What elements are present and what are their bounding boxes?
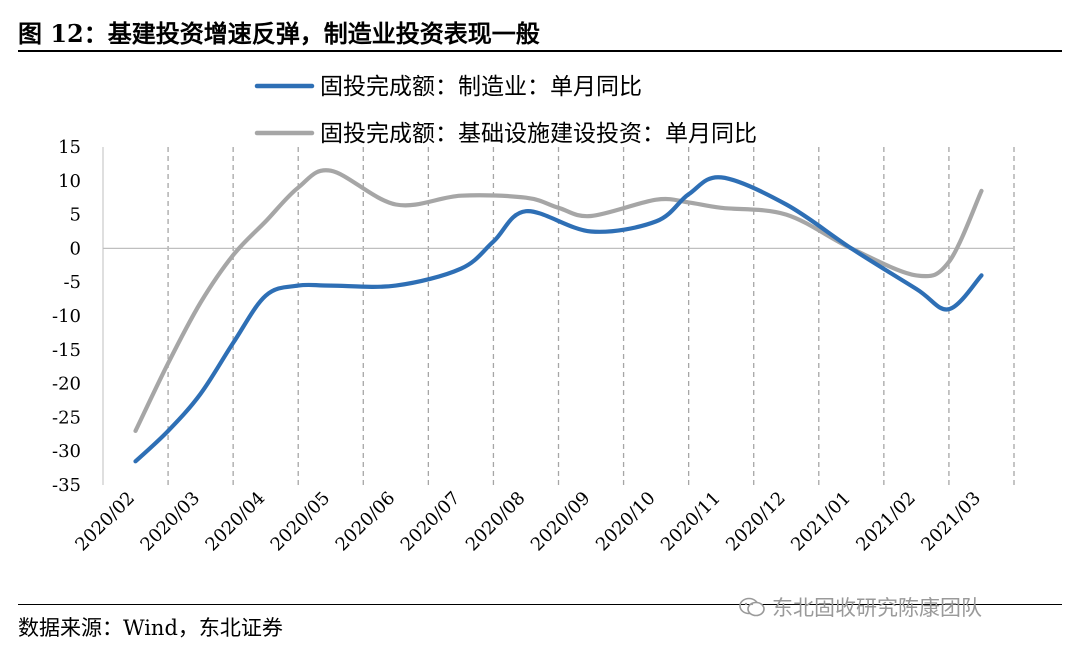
series-line-1 <box>133 175 984 464</box>
watermark-text: 东北固收研究陈康团队 <box>772 596 982 620</box>
watermark: 东北固收研究陈康团队 <box>738 592 982 622</box>
y-tick-label: 10 <box>58 171 81 192</box>
x-tick-label: 2021/03 <box>917 488 985 556</box>
legend-label-2: 固投完成额：基础设施建设投资：单月同比 <box>320 121 757 147</box>
y-tick-label: -15 <box>52 340 81 361</box>
y-tick-label: 15 <box>58 137 81 158</box>
y-tick-label: -5 <box>63 272 81 293</box>
footer-rule <box>18 604 1062 605</box>
x-tick-label: 2020/03 <box>136 488 204 556</box>
wechat-icon <box>739 597 765 617</box>
x-axis-ticks: 2020/022020/032020/042020/052020/062020/… <box>71 488 985 556</box>
grid-lines <box>102 147 1015 485</box>
y-tick-label: -20 <box>52 374 81 395</box>
page-title: 图 12：基建投资增速反弹，制造业投资表现一般 <box>18 19 540 48</box>
x-tick-label: 2020/09 <box>527 488 595 556</box>
x-tick-label: 2021/01 <box>787 488 855 556</box>
x-tick-label: 2020/05 <box>267 488 335 556</box>
y-tick-label: -10 <box>52 306 81 327</box>
y-axis-ticks: 15 10 5 0 -5 -10 -15 -20 -25 -30 -35 <box>52 137 81 496</box>
source-note: 数据来源：Wind，东北证券 <box>18 616 283 640</box>
x-tick-label: 2020/06 <box>332 488 400 556</box>
x-tick-label: 2021/02 <box>852 488 920 556</box>
legend-label-1: 固投完成额：制造业：单月同比 <box>320 74 642 100</box>
x-tick-label: 2020/02 <box>71 488 139 556</box>
y-tick-label: -30 <box>52 441 81 462</box>
y-tick-label: -35 <box>52 475 81 496</box>
y-tick-label: 0 <box>70 238 81 259</box>
x-tick-label: 2020/04 <box>201 488 269 556</box>
x-tick-label: 2020/10 <box>592 488 660 556</box>
series-lines <box>133 168 984 464</box>
x-tick-label: 2020/12 <box>722 488 790 556</box>
x-tick-label: 2020/07 <box>397 488 465 556</box>
title-rule <box>18 50 1062 52</box>
x-tick-label: 2020/11 <box>657 488 725 556</box>
x-tick-label: 2020/08 <box>462 488 530 556</box>
y-tick-label: 5 <box>70 205 81 226</box>
y-tick-label: -25 <box>52 407 81 428</box>
